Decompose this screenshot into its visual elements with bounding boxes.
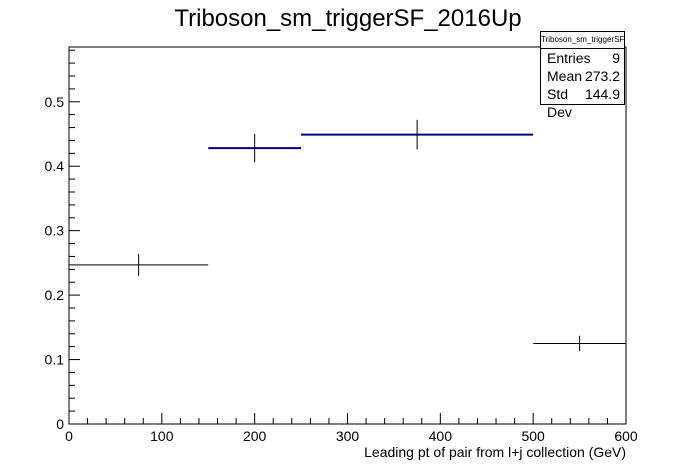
x-tick-label: 300: [336, 428, 360, 444]
x-tick-label: 500: [521, 428, 545, 444]
x-tick-label: 100: [150, 428, 174, 444]
x-axis-label: Leading pt of pair from l+j collection (…: [364, 444, 626, 460]
histogram-bins: [69, 119, 626, 352]
x-tick-label: 400: [429, 428, 453, 444]
chart-title: Triboson_sm_triggerSF_2016Up: [174, 5, 521, 32]
y-tick-label: 0.3: [45, 223, 65, 239]
stats-title: Triboson_sm_triggerSF_2016Up: [541, 32, 624, 49]
stats-label: Mean: [547, 68, 583, 84]
y-tick-label: 0.5: [45, 94, 65, 110]
stats-row-stddev: Std Dev 144.9: [541, 85, 624, 120]
stats-label: Std Dev: [547, 86, 572, 120]
y-tick-label: 0.2: [45, 287, 65, 303]
x-tick-label: 200: [243, 428, 267, 444]
stats-box: Triboson_sm_triggerSF_2016Up Entries 9 M…: [540, 31, 625, 120]
y-axis: 0 0.1 0.2 0.3 0.4 0.5: [45, 49, 80, 432]
y-tick-label: 0.4: [45, 158, 65, 174]
x-tick-label: 0: [65, 428, 73, 444]
stats-label: Entries: [547, 50, 591, 66]
stats-value: 9: [612, 50, 620, 66]
x-axis: 0 100 200 300 400 500 600: [65, 413, 638, 444]
stats-row-entries: Entries 9: [541, 49, 624, 67]
stats-value: 273.2: [584, 68, 620, 84]
stats-row-mean: Mean 273.2: [541, 67, 624, 85]
y-tick-label: 0: [56, 416, 64, 432]
x-tick-label: 600: [614, 428, 638, 444]
y-tick-label: 0.1: [45, 352, 65, 368]
stats-value: 144.9: [584, 86, 620, 102]
